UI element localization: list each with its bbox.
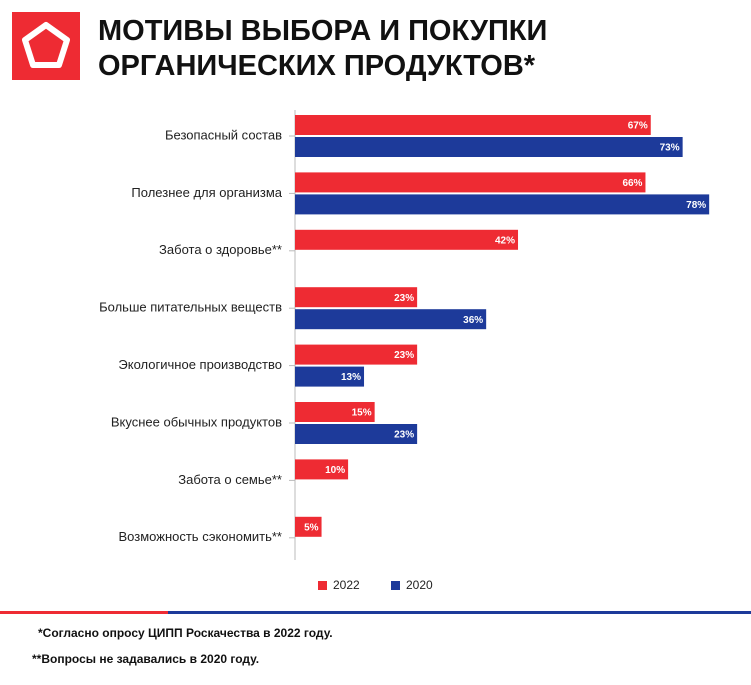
bar	[295, 516, 322, 537]
value-label: 5%	[304, 522, 319, 533]
footnote: *Согласно опросу ЦИПП Роскачества в 2022…	[38, 626, 333, 640]
value-label: 23%	[394, 430, 414, 441]
category-label: Вкуснее обычных продуктов	[111, 414, 282, 429]
category-label: Экологичное производство	[118, 357, 282, 372]
legend-label: 2020	[406, 578, 433, 592]
value-label: 73%	[660, 143, 680, 154]
bar	[295, 309, 487, 330]
value-label: 23%	[394, 350, 414, 361]
bar	[295, 459, 349, 480]
category-label: Полезнее для организма	[131, 185, 282, 200]
bar	[295, 402, 375, 422]
bar	[295, 194, 710, 215]
bar	[295, 287, 418, 308]
value-label: 36%	[463, 315, 483, 326]
category-label: Больше питательных веществ	[99, 300, 282, 315]
logo-pentagon	[22, 22, 70, 68]
bar	[295, 366, 365, 387]
footnote: **Вопросы не задавались в 2020 году.	[32, 652, 259, 666]
bar	[295, 344, 418, 365]
legend-label: 2022	[333, 578, 360, 592]
value-label: 13%	[341, 372, 361, 383]
value-label: 15%	[352, 408, 372, 419]
bar	[295, 172, 646, 193]
chart-title: МОТИВЫ ВЫБОРА И ПОКУПКИ	[98, 15, 547, 47]
bar	[295, 137, 683, 157]
bar	[295, 229, 519, 250]
category-label: Забота о семье**	[178, 472, 282, 487]
value-label: 42%	[495, 235, 515, 246]
legend-swatch	[318, 581, 327, 590]
category-label: Забота о здоровье**	[159, 242, 282, 257]
chart-title: ОРГАНИЧЕСКИХ ПРОДУКТОВ*	[98, 50, 536, 82]
value-label: 10%	[325, 465, 345, 476]
bar	[295, 115, 651, 135]
value-label: 66%	[622, 178, 642, 189]
value-label: 78%	[686, 200, 706, 211]
category-label: Возможность сэкономить**	[119, 529, 282, 544]
category-label: Безопасный состав	[165, 127, 282, 142]
divider	[168, 611, 751, 614]
bar	[295, 424, 418, 444]
legend-swatch	[391, 581, 400, 590]
value-label: 23%	[394, 293, 414, 304]
value-label: 67%	[628, 121, 648, 132]
divider	[0, 611, 168, 614]
